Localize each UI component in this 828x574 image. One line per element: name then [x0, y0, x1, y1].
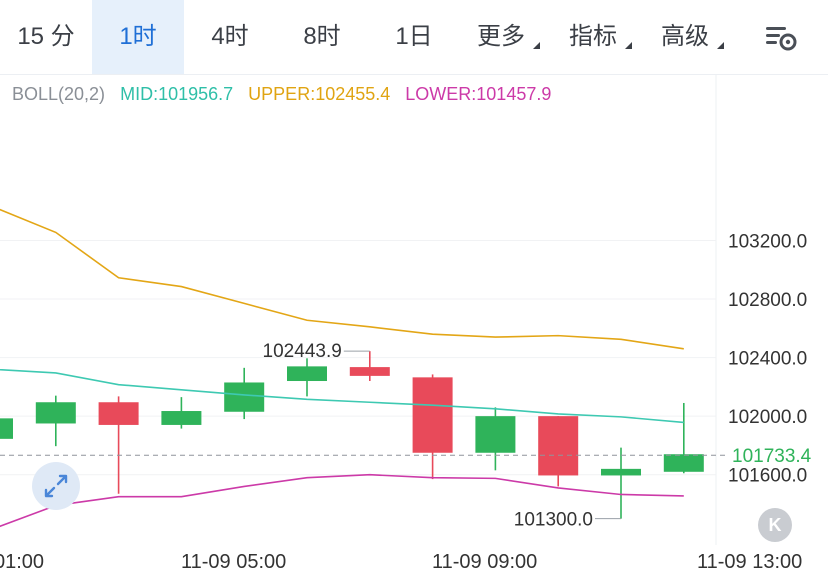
candle-body	[0, 418, 13, 439]
candle-body	[287, 366, 327, 382]
candle	[538, 416, 579, 487]
caret-down-icon	[533, 42, 540, 49]
boll-upper-value: UPPER:102455.4	[248, 84, 391, 104]
candle	[601, 447, 641, 519]
y-tick-label: 102800.0	[728, 290, 807, 311]
candle-body	[601, 468, 641, 476]
candle	[663, 402, 704, 474]
tab-1h[interactable]: 1时	[92, 0, 184, 74]
candle	[35, 395, 76, 447]
chart-settings-icon[interactable]	[760, 20, 800, 54]
tab-indicators[interactable]: 指标	[552, 0, 634, 74]
x-axis-label: 11-09 05:00	[181, 551, 287, 573]
tab-advanced-label: 高级	[661, 23, 709, 50]
candlestick-chart[interactable]: 103200.0 102800.0 102400.0 102000.0 101600.0…	[0, 75, 828, 545]
candle	[0, 418, 13, 439]
timeframe-tab-bar: 15 分 1时 4时 8时 1日 更多 指标 高级	[0, 0, 828, 75]
caret-down-icon	[717, 42, 724, 49]
boll-lower-value: LOWER:101457.9	[405, 84, 552, 104]
min-price-label: 101300.0	[514, 510, 593, 531]
candle	[349, 351, 390, 382]
tab-15m[interactable]: 15 分	[17, 23, 75, 50]
candle	[475, 407, 516, 471]
tab-advanced[interactable]: 高级	[644, 0, 726, 74]
candle-body	[412, 377, 453, 453]
candle-body	[349, 367, 390, 376]
candle-body	[663, 454, 704, 472]
y-tick-label: 103200.0	[728, 231, 807, 252]
y-tick-label: 102400.0	[728, 349, 807, 370]
boll-upper-line	[0, 208, 684, 350]
candle	[98, 396, 139, 494]
candle-body	[538, 416, 579, 476]
boll-indicator-label: BOLL(20,2)	[12, 84, 106, 104]
max-price-label: 102443.9	[263, 341, 342, 362]
candle-body	[475, 416, 516, 453]
y-tick-label: 102000.0	[728, 407, 807, 428]
candle-body	[98, 402, 139, 425]
expand-chart-button[interactable]	[32, 462, 80, 510]
candle-body	[161, 411, 202, 425]
x-axis-label: 01:00	[0, 551, 45, 573]
boll-legend: BOLL(20,2) MID:101956.7 UPPER:102455.4 L…	[12, 84, 561, 105]
candle-body	[35, 402, 76, 424]
last-price-label: 101733.4	[732, 446, 812, 467]
boll-mid-value: MID:101956.7	[120, 84, 234, 104]
tab-indicators-label: 指标	[569, 23, 617, 50]
tab-4h[interactable]: 4时	[211, 23, 249, 50]
y-tick-label: 101600.0	[728, 466, 807, 487]
candle	[287, 358, 327, 397]
x-axis-label: 11-09 09:00	[432, 551, 538, 573]
scroll-to-latest-button[interactable]: K	[758, 508, 792, 542]
candle	[161, 397, 202, 429]
candle	[412, 374, 453, 480]
candle-body	[224, 382, 265, 412]
boll-mid-line	[0, 368, 684, 424]
tab-1d[interactable]: 1日	[395, 23, 433, 50]
caret-down-icon	[625, 42, 632, 49]
expand-icon	[44, 474, 68, 498]
candle	[224, 367, 265, 420]
tab-more-label: 更多	[477, 23, 525, 50]
tab-8h[interactable]: 8时	[303, 23, 341, 50]
tab-more[interactable]: 更多	[460, 0, 542, 74]
x-axis-label: 11-09 13:00	[697, 551, 803, 573]
